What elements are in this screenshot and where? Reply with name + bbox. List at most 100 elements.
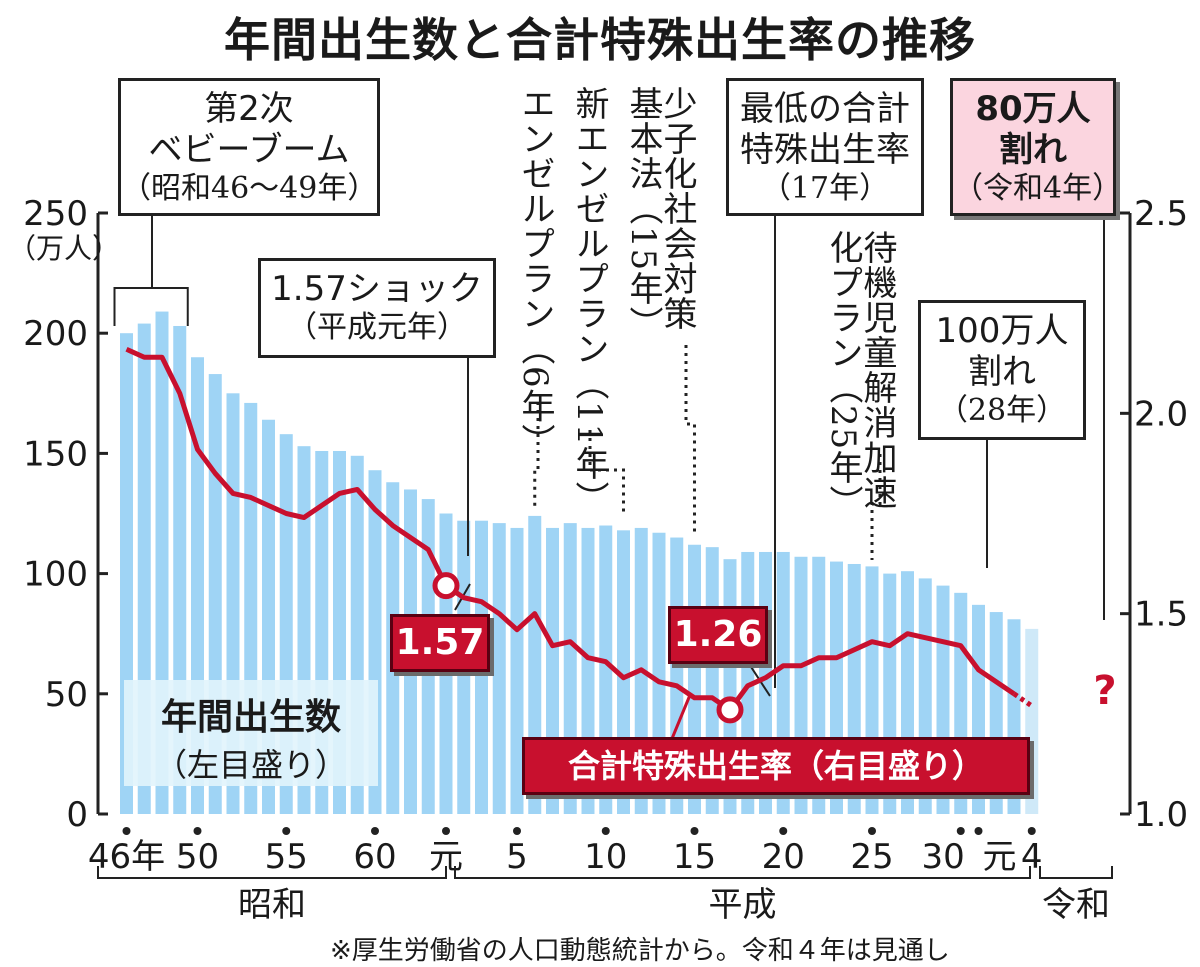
under100-line2: 割れ [968, 351, 1036, 392]
baby-boom-line3: （昭和46〜49年） [121, 170, 378, 206]
lowest-line2: 特殊出生率 [740, 129, 910, 170]
lowest-line1: 最低の合計 [740, 89, 910, 129]
annotation-lowest-tfr: 最低の合計 特殊出生率 （17年） [726, 78, 924, 216]
annotation-taiki-plan: 待機児童解消加速化プラン（25年） [823, 230, 897, 530]
left-tick-label-150: 150 [23, 434, 88, 474]
x-dot-37 [779, 827, 788, 835]
x-tick-label-11: 元 [983, 837, 1017, 877]
legend-births-label: 年間出生数 [160, 697, 341, 738]
basic-law-text: 少子化社会対策基本法 [623, 86, 697, 331]
basic-law-year: （15年） [623, 191, 663, 342]
leader-new-angel [588, 430, 625, 516]
era-label-1: 平成 [709, 885, 777, 925]
angel-plan-year: （6年） [515, 331, 555, 459]
tfr-tag-157-text: 1.57 [395, 622, 485, 663]
annotation-basic-law: 少子化社会対策基本法（15年） [623, 86, 697, 346]
under80-line2: 割れ [999, 129, 1067, 170]
x-tick-label-2: 55 [265, 837, 308, 877]
x-tick-label-9: 25 [850, 837, 893, 877]
taiki-plan-text: 待機児童解消加速化プラン [823, 230, 897, 510]
x-tick-label-0: 46年 [88, 837, 165, 877]
right-tick-label-2.5: 2.5 [1134, 194, 1188, 234]
legend-births-sub: （左目盛り） [154, 746, 347, 784]
x-dot-47 [956, 827, 965, 835]
x-dot-4 [193, 827, 202, 835]
shock-line1: 1.57ショック [271, 269, 483, 309]
source-note: ※厚生労働省の人口動態統計から。令和４年は見通し [330, 936, 950, 966]
x-dot-42 [868, 827, 876, 835]
x-dot-18 [442, 827, 450, 835]
annotation-angel-plan: エンゼルプラン（6年） [515, 86, 555, 459]
era-label-0: 昭和 [238, 885, 306, 925]
x-tick-label-3: 60 [353, 837, 396, 877]
legend-tfr: 合計特殊出生率（右目盛り） [522, 737, 1030, 795]
tfr-line-group [125, 346, 1034, 724]
x-dot-9 [282, 827, 291, 835]
left-axis-unit: （万人） [8, 232, 120, 265]
era-label-2: 令和 [1042, 885, 1110, 925]
left-tick-label-50: 50 [45, 675, 88, 715]
x-dot-0 [122, 827, 131, 835]
lowest-line3: （17年） [760, 170, 890, 206]
baby-boom-line1: 第2次 [204, 89, 294, 129]
tfr-tag-126-text: 1.26 [673, 614, 763, 655]
x-tick-label-8: 20 [762, 837, 805, 877]
x-tick-label-10: 30 [921, 837, 964, 877]
under100-line3: （28年） [937, 392, 1067, 428]
under80-line3: （令和4年） [953, 170, 1123, 206]
leader-baby-boom [113, 216, 189, 326]
x-dot-48 [974, 827, 983, 835]
tfr-line-projected [1012, 691, 1034, 708]
legend-tfr-label: 合計特殊出生率（右目盛り） [567, 747, 984, 785]
legend-births: 年間出生数 （左目盛り） [124, 680, 378, 786]
era-bracket-line-0 [97, 866, 447, 879]
x-tick-label-5: 5 [506, 837, 528, 877]
bar-H4 [492, 523, 506, 814]
annotation-157-shock: 1.57ショック （平成元年） [258, 258, 496, 358]
tfr-line [125, 346, 1016, 713]
under80-line1: 80万人 [975, 89, 1091, 129]
x-tick-label-1: 50 [176, 837, 219, 877]
angel-plan-text: エンゼルプラン [515, 86, 555, 331]
x-tick-label-7: 15 [673, 837, 716, 877]
x-dot-22 [513, 827, 521, 835]
baby-boom-line2: ベビーブーム [148, 129, 350, 170]
x-tick-label-6: 10 [584, 837, 627, 877]
right-tick-label-2.0: 2.0 [1134, 394, 1188, 434]
shock-line2: （平成元年） [287, 309, 467, 345]
axes-group: 0 50 100 150 200 250（万人） 1.0 1.5 2.0 2.5 46年 50 55 60… [8, 194, 1188, 925]
chart-title: 年間出生数と合計特殊出生率の推移 [224, 13, 976, 67]
left-tick-label-250: 250 [23, 194, 88, 234]
new-angel-plan-text: 新エンゼルプラン [569, 86, 609, 366]
policy-dotted-leaders [533, 345, 882, 560]
leader-angel [533, 402, 540, 510]
annotation-new-angel-plan: 新エンゼルプラン（11年） [569, 86, 609, 517]
leader-taiki [870, 454, 882, 560]
era-bracket-line-2 [1039, 866, 1113, 879]
right-tick-label-1.0: 1.0 [1134, 795, 1188, 835]
left-tick-label-200: 200 [23, 314, 88, 354]
new-angel-plan-year: （11年） [569, 366, 609, 517]
x-dot-51 [1027, 827, 1036, 835]
x-dot-32 [690, 827, 699, 835]
x-tick-label-12: 4 [1021, 837, 1043, 877]
era-bracket-0: 昭和 [97, 866, 447, 925]
era-bracket-1: 平成 [454, 866, 1031, 925]
leader-basic-law [684, 345, 696, 536]
annotation-baby-boom: 第2次 ベビーブーム （昭和46〜49年） [118, 78, 380, 216]
tfr-marker-157 [432, 572, 460, 600]
tfr-tag-126: 1.26 [668, 606, 768, 664]
annotation-under-100: 100万人 割れ （28年） [918, 300, 1086, 440]
x-dot-27 [601, 827, 610, 835]
era-bracket-2: 令和 [1039, 866, 1113, 925]
right-tick-label-1.5: 1.5 [1134, 595, 1188, 635]
left-tick-label-100: 100 [23, 555, 88, 595]
era-bracket-line-1 [454, 866, 1031, 879]
tfr-tag-157: 1.57 [390, 614, 490, 672]
x-dot-14 [371, 827, 379, 835]
projection-question-mark: ? [1093, 668, 1117, 714]
taiki-plan-year: （25年） [823, 370, 863, 521]
tfr-marker-126 [716, 696, 744, 724]
bar-H5 [510, 527, 524, 814]
annotation-under-80: 80万人 割れ （令和4年） [950, 78, 1123, 216]
